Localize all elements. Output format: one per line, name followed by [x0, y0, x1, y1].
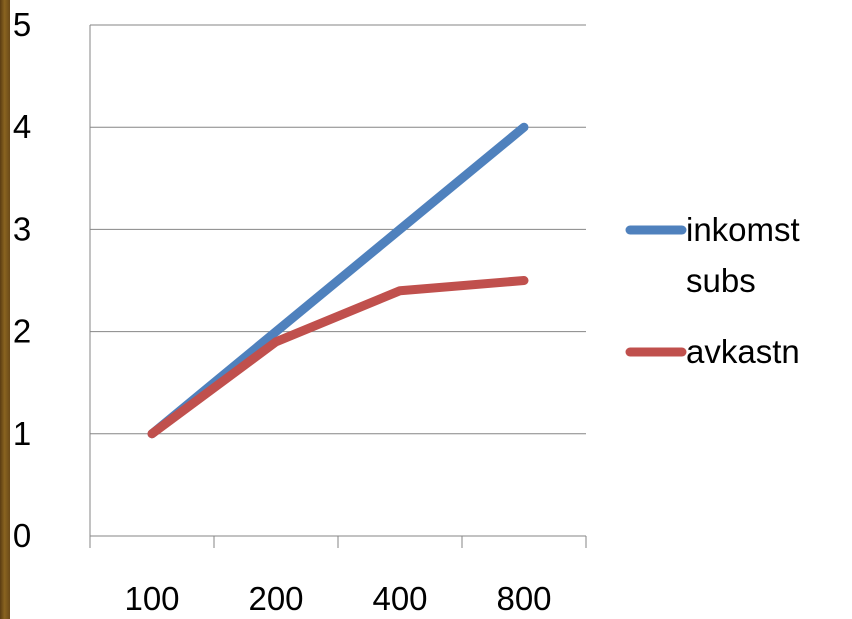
- slide-background-edge: [0, 0, 10, 619]
- legend-label-1: inkomst subs: [686, 211, 800, 299]
- gridlines: [90, 24, 586, 435]
- y-tick-label: 3: [13, 210, 31, 247]
- y-tick-label: 1: [13, 415, 31, 452]
- legend-label-line: subs: [686, 262, 756, 299]
- x-tick-label: 800: [496, 580, 551, 617]
- axes: [89, 25, 587, 548]
- legend-label-line: inkomst: [686, 211, 800, 248]
- x-tick-label: 400: [372, 580, 427, 617]
- series-lines: [147, 122, 529, 439]
- y-tick-label: 5: [13, 6, 31, 43]
- x-tick-label: 100: [124, 580, 179, 617]
- y-axis-tick-labels: 0 1 2 3 4 5: [13, 6, 31, 554]
- x-axis-tick-labels: 100 200 400 800: [124, 580, 551, 617]
- legend-label-2: avkastn: [686, 333, 800, 370]
- legend: inkomst subs avkastn: [625, 211, 800, 370]
- y-tick-label: 2: [13, 313, 31, 350]
- y-tick-label: 4: [13, 108, 31, 145]
- x-tick-label: 200: [248, 580, 303, 617]
- series-line-2: [147, 276, 529, 439]
- legend-label-line: avkastn: [686, 333, 800, 370]
- y-tick-label: 0: [13, 517, 31, 554]
